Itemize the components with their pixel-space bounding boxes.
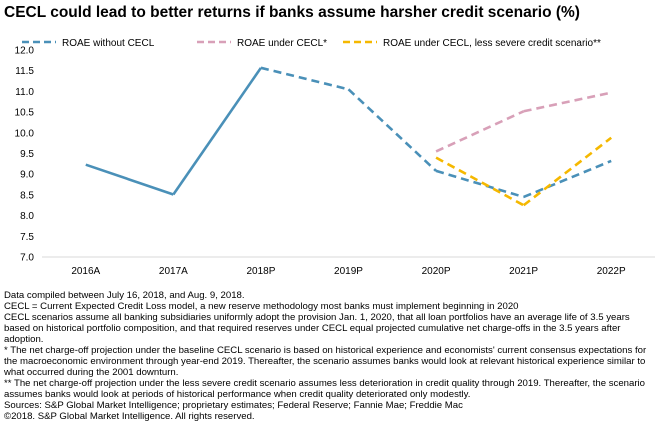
series-segment — [347, 88, 437, 172]
x-tick-label: 2020P — [422, 266, 451, 277]
chart-notes: Data compiled between July 16, 2018, and… — [4, 290, 656, 422]
x-tick-label: 2021P — [509, 266, 538, 277]
note-data-compiled: Data compiled between July 16, 2018, and… — [4, 290, 245, 301]
series-segment — [172, 67, 262, 196]
series-segment — [522, 136, 613, 207]
y-tick-label: 11.5 — [15, 66, 34, 77]
axes: 7.0 7.5 8.0 8.5 9.0 9.5 10.0 10.5 11.0 11.5 12.0 20… — [15, 46, 655, 277]
line-chart: ROAE without CECL ROAE under CECL* ROAE un… — [15, 38, 655, 277]
series-segment — [435, 110, 525, 153]
series-line-3 — [435, 136, 613, 207]
y-tick-label: 11.0 — [15, 87, 34, 98]
series-line-1 — [85, 66, 612, 199]
y-tick-label: 7.0 — [20, 253, 34, 264]
series-segment — [85, 163, 174, 196]
note-less-severe-scenario: ** The net charge-off projection under t… — [4, 378, 646, 400]
y-tick-label: 10.0 — [15, 128, 35, 139]
x-tick-label: 2016A — [71, 266, 100, 277]
series-segment — [260, 66, 349, 91]
x-tick-label: 2018P — [246, 266, 275, 277]
y-tick-label: 9.5 — [20, 149, 34, 160]
note-copyright: ©2018. S&P Global Market Intelligence. A… — [4, 411, 255, 422]
series-segment — [523, 159, 612, 199]
legend-label-1: ROAE without CECL — [62, 38, 155, 49]
series-segment — [523, 91, 612, 113]
x-tick-label: 2022P — [597, 266, 626, 277]
series-lines — [85, 66, 613, 207]
y-tick-label: 8.5 — [20, 190, 34, 201]
series-segment — [435, 169, 525, 199]
y-tick-label: 7.5 — [20, 232, 34, 243]
series-segment — [435, 156, 525, 207]
note-sources: Sources: S&P Global Market Intelligence;… — [4, 400, 463, 411]
y-tick-label: 12.0 — [15, 46, 35, 57]
y-tick-label: 8.0 — [20, 211, 34, 222]
series-line-2 — [435, 91, 612, 153]
note-baseline-scenario: * The net charge-off projection under th… — [4, 345, 647, 378]
legend: ROAE without CECL ROAE under CECL* ROAE un… — [22, 38, 601, 49]
x-tick-label: 2017A — [159, 266, 188, 277]
chart-title: CECL could lead to better returns if ban… — [4, 4, 580, 21]
note-cecl-definition: CECL = Current Expected Credit Loss mode… — [4, 301, 519, 312]
chart-area: ROAE without CECL ROAE under CECL* ROAE un… — [0, 28, 660, 290]
x-tick-label: 2019P — [334, 266, 363, 277]
y-tick-label: 9.0 — [20, 170, 34, 181]
note-cecl-assumptions: CECL scenarios assume all banking subsid… — [4, 312, 630, 345]
legend-label-3: ROAE under CECL, less severe credit scen… — [383, 38, 601, 49]
y-tick-label: 10.5 — [15, 108, 35, 119]
legend-label-2: ROAE under CECL* — [237, 38, 327, 49]
